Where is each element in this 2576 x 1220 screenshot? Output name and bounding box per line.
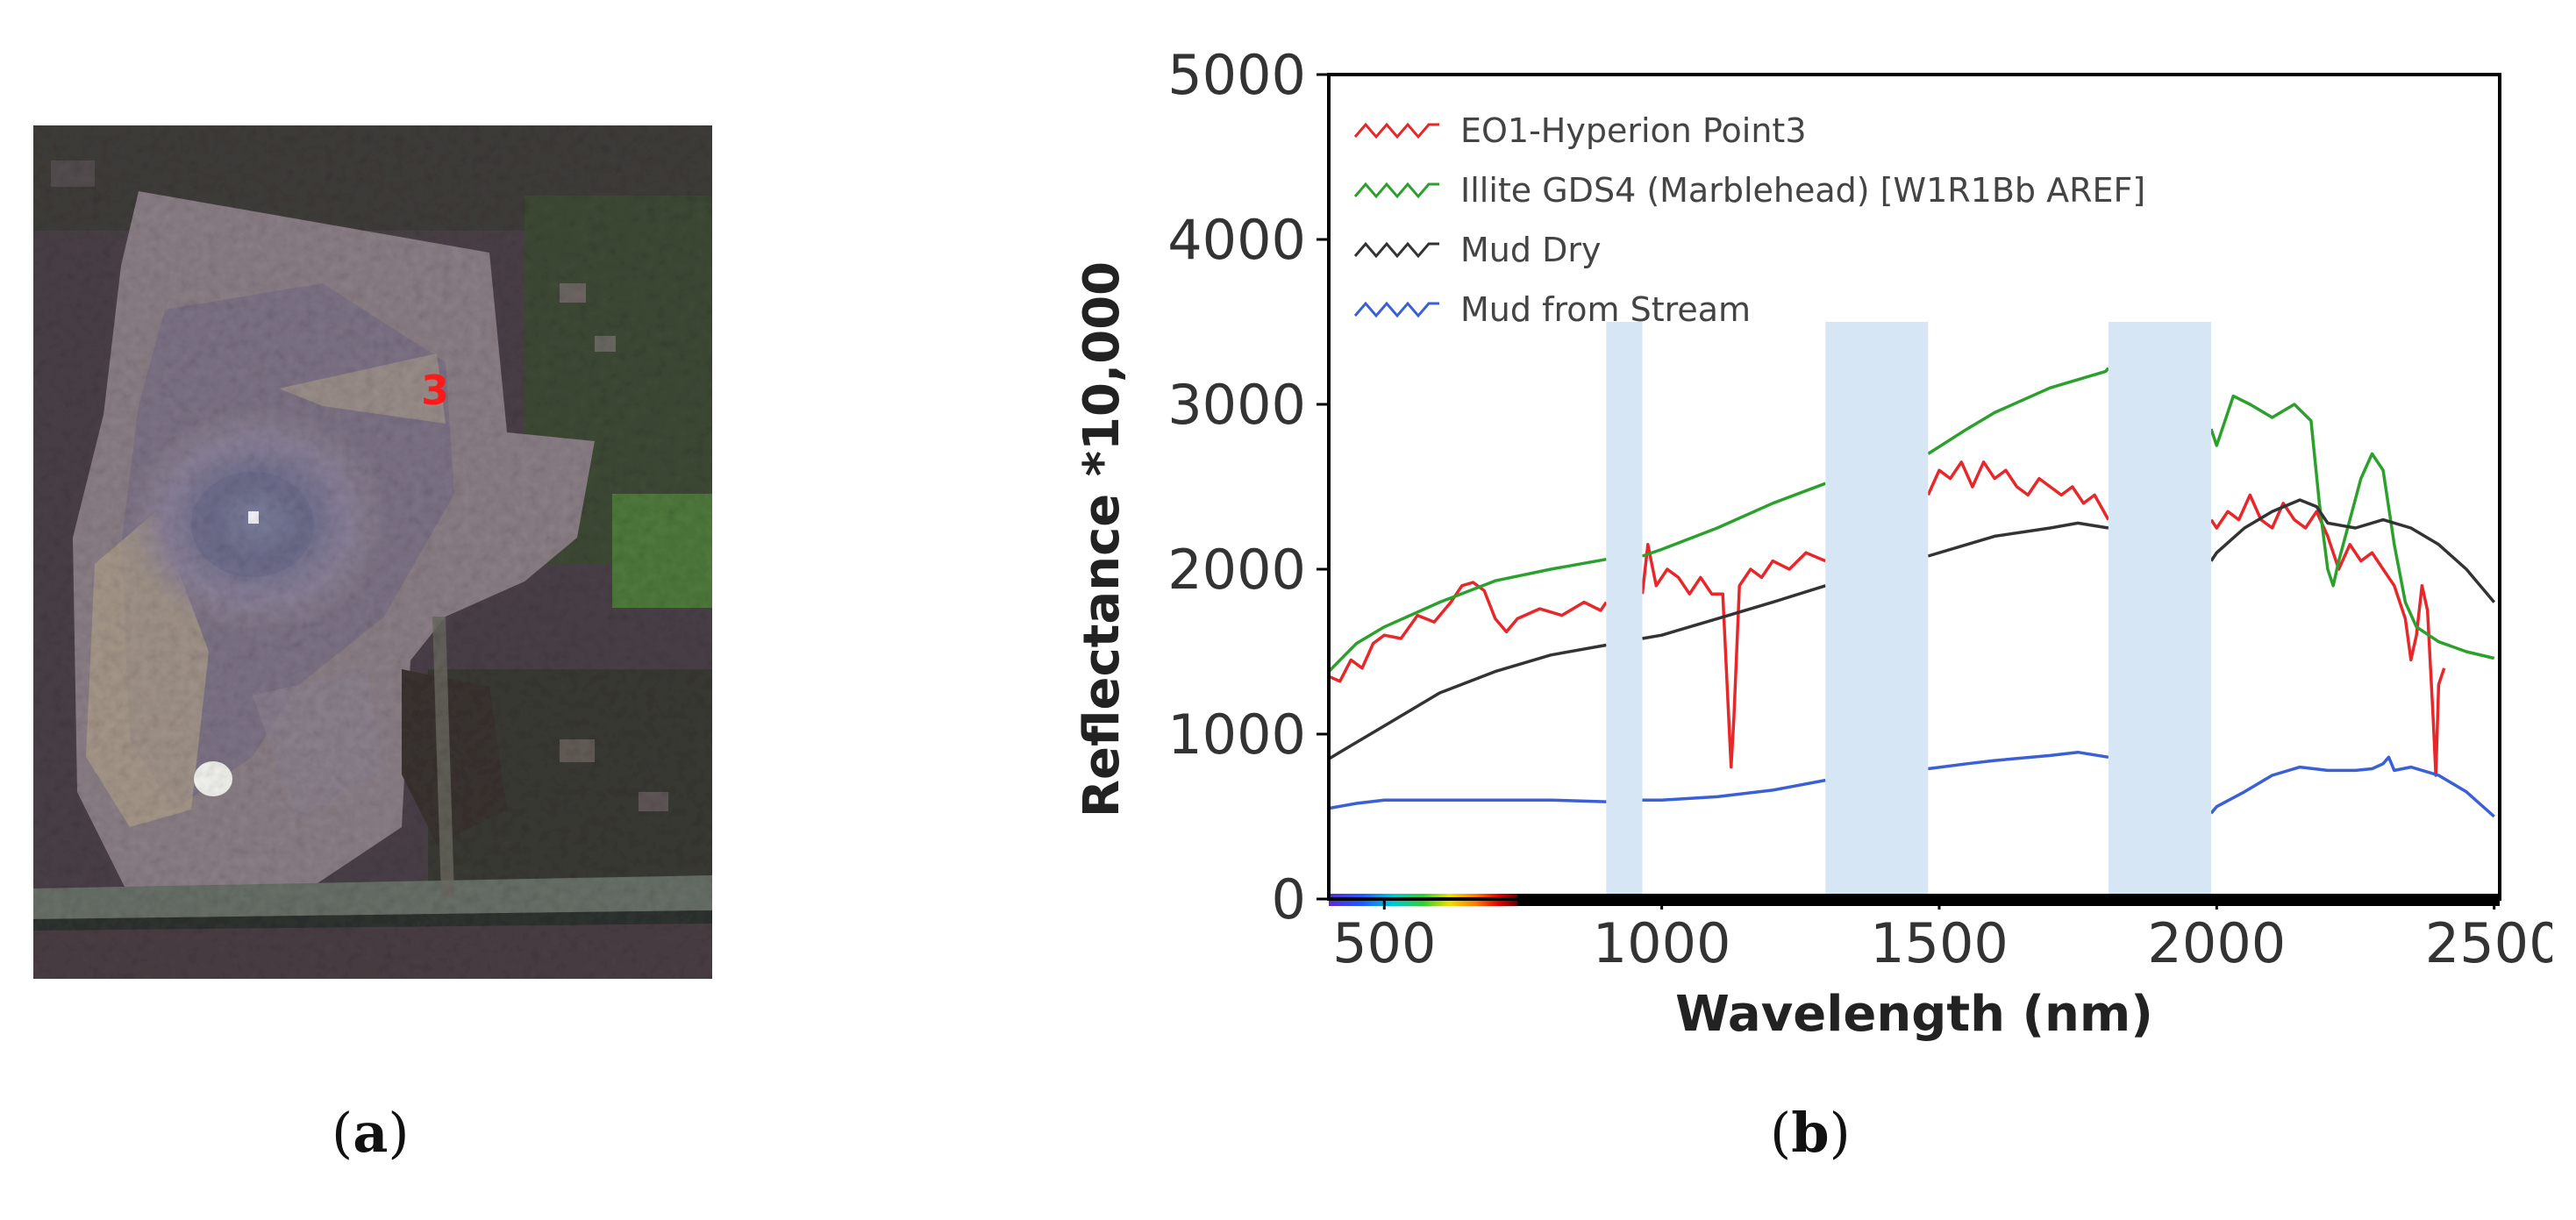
series-line-3 bbox=[1328, 498, 2496, 760]
legend-swatch bbox=[1353, 182, 1439, 199]
legend-label: Illite GDS4 (Marblehead) [W1R1Bb AREF] bbox=[1460, 171, 2145, 210]
satellite-image: 3 bbox=[33, 125, 712, 979]
series-line-2 bbox=[1327, 367, 2495, 673]
absorption-bands bbox=[1606, 322, 2211, 899]
x-tick-label: 500 bbox=[1332, 911, 1436, 975]
legend-label: Mud Dry bbox=[1460, 231, 1601, 269]
y-tick-label: 5000 bbox=[1167, 43, 1306, 107]
x-tick-label: 1500 bbox=[1870, 911, 2009, 975]
legend-swatch bbox=[1353, 241, 1439, 259]
y-tick-label: 2000 bbox=[1167, 538, 1306, 602]
x-axis-ticks: 500 1000 1500 2000 2500 bbox=[1332, 899, 2552, 975]
x-tick-label: 2500 bbox=[2425, 911, 2552, 975]
x-tick-label: 1000 bbox=[1593, 911, 1731, 975]
legend-swatch bbox=[1353, 301, 1439, 318]
caption-a: (a) bbox=[332, 1101, 410, 1165]
plot-frame bbox=[1327, 73, 2501, 901]
x-tick-label: 2000 bbox=[2147, 911, 2286, 975]
absorption-band bbox=[1606, 322, 1643, 899]
x-axis-title: Wavelength (nm) bbox=[1675, 986, 2153, 1043]
y-tick-label: 4000 bbox=[1167, 208, 1306, 272]
satellite-image-panel: 3 bbox=[33, 125, 712, 979]
series-line-4 bbox=[1328, 750, 2495, 818]
legend: EO1-Hyperion Point3 Illite GDS4 (Marblehe… bbox=[1353, 111, 2145, 329]
caption-a-letter: a bbox=[353, 1101, 389, 1165]
y-tick-label: 1000 bbox=[1167, 703, 1306, 767]
legend-label: EO1-Hyperion Point3 bbox=[1460, 111, 1807, 150]
absorption-band bbox=[1825, 322, 1929, 899]
legend-label: Mud from Stream bbox=[1460, 290, 1751, 329]
y-tick-label: 0 bbox=[1272, 867, 1306, 931]
sample-point-label: 3 bbox=[421, 367, 449, 414]
series-layer bbox=[1327, 367, 2496, 818]
absorption-band bbox=[2108, 322, 2211, 899]
reflectance-chart: 0 1000 2000 3000 4000 5000 500 1000 1500 2000 250… bbox=[1074, 43, 2552, 1043]
caption-b-letter: b bbox=[1791, 1101, 1830, 1165]
y-tick-label: 3000 bbox=[1167, 373, 1306, 437]
y-axis-title: Reflectance *10,000 bbox=[1074, 261, 1131, 817]
caption-b: (b) bbox=[1770, 1101, 1851, 1165]
series-line-1 bbox=[1328, 460, 2446, 777]
legend-swatch bbox=[1353, 122, 1439, 139]
y-axis-ticks: 0 1000 2000 3000 4000 5000 bbox=[1167, 43, 1329, 931]
